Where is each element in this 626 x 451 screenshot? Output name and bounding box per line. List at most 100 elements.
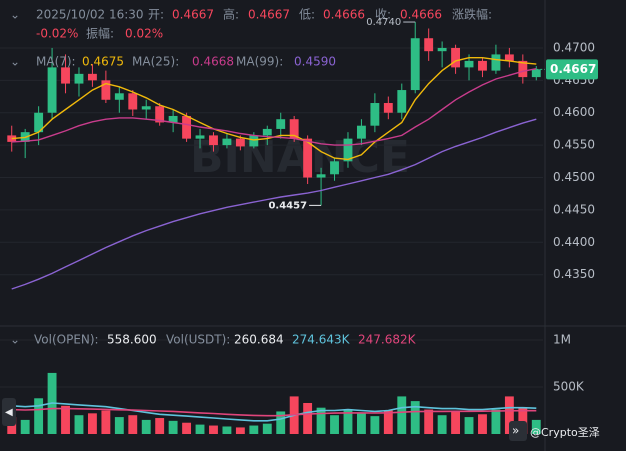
close-label: 收:: [375, 8, 391, 22]
candle-body: [356, 125, 366, 139]
candle-body: [410, 38, 420, 91]
candle-body: [491, 54, 501, 71]
candle-body: [182, 115, 192, 139]
vol-usdt-value: 260.684: [234, 333, 284, 347]
candle-body: [47, 67, 57, 113]
volume-bar: [20, 419, 30, 434]
candle-body: [155, 106, 165, 123]
candle-body: [343, 138, 353, 162]
volume-bar: [195, 424, 205, 434]
candle-body: [61, 67, 70, 84]
volume-bar: [61, 405, 70, 434]
legend-name: MA(7):: [36, 55, 76, 69]
volume-bar: [209, 425, 218, 434]
candle-body: [303, 138, 313, 178]
y-tick-label: 1M: [553, 333, 571, 347]
volume-bar: [316, 407, 326, 434]
legend-value: 274.643K: [292, 333, 351, 347]
volume-bar: [383, 410, 393, 434]
candle-body: [531, 69, 541, 78]
volume-bar: [249, 425, 259, 434]
volume-bar: [330, 415, 339, 434]
scroll-right-icon[interactable]: »: [512, 424, 519, 438]
low-label: 0.4457: [268, 200, 307, 211]
y-tick-label: 0.4450: [553, 202, 595, 216]
low-value: 0.4666: [323, 8, 365, 22]
volume-bar: [464, 417, 474, 434]
volume-bar: [262, 423, 272, 434]
volume-bar: [155, 418, 165, 434]
volume-bar: [235, 427, 245, 434]
ma-line: [11, 68, 537, 146]
volume-bar: [491, 409, 501, 434]
volume-ma-line: [11, 402, 537, 422]
volume-bar: [128, 415, 138, 434]
header: ⌄ 2025/10/02 16:30 开: 0.4667 高: 0.4667 低…: [10, 7, 492, 347]
volume-bar: [424, 409, 434, 434]
candle-body: [114, 93, 124, 100]
volume-bar: [101, 410, 111, 434]
legend-value: 0.4668: [192, 55, 234, 69]
volume-bar: [518, 407, 528, 434]
y-tick-label: 0.4600: [553, 105, 595, 119]
y-tick-label: 0.4500: [553, 170, 595, 184]
volume-bar: [74, 415, 84, 434]
low-label: 低:: [299, 8, 315, 22]
candle-body: [504, 54, 514, 61]
collapse-icon[interactable]: ⌄: [10, 8, 20, 22]
candle-body: [330, 161, 339, 175]
candle-body: [128, 93, 138, 110]
high-value: 0.4667: [248, 8, 290, 22]
scroll-left-icon[interactable]: ◀: [5, 407, 13, 418]
legend-name: MA(99):: [236, 55, 283, 69]
candle-body: [316, 174, 326, 178]
scroll-left-button[interactable]: [2, 398, 16, 426]
candle-body: [249, 135, 259, 147]
legend-value: 0.4590: [294, 55, 336, 69]
candle-body: [235, 138, 245, 147]
y-tick-label: 500K: [553, 380, 585, 394]
volume-bar: [276, 411, 286, 434]
candle-body: [74, 73, 84, 84]
credit: @Crypto圣泽: [530, 426, 600, 439]
candle-body: [370, 103, 380, 126]
candle-body: [101, 80, 111, 100]
last-price-tag: [546, 59, 598, 80]
volume-bar: [182, 422, 192, 434]
candle-body: [437, 47, 447, 52]
candle-body: [383, 103, 393, 113]
y-tick-label: 0.4700: [553, 40, 595, 54]
candle-body: [195, 135, 205, 139]
volume-bar: [34, 398, 44, 434]
volume-bar: [437, 415, 447, 434]
legend-name: MA(25):: [132, 55, 179, 69]
candle-body: [276, 119, 286, 129]
volume-bar: [410, 401, 420, 434]
collapse-icon[interactable]: ⌄: [10, 333, 20, 347]
candle-body: [222, 138, 232, 146]
y-tick-label: 0.4550: [553, 138, 595, 152]
vol-usdt-name: Vol(USDT):: [166, 333, 230, 347]
volume-bar: [356, 413, 366, 434]
collapse-icon[interactable]: ⌄: [10, 55, 20, 69]
volume-ma-line: [11, 407, 537, 417]
open-value: 0.4667: [172, 8, 214, 22]
volume-bar: [141, 419, 151, 434]
change-label: 涨跌幅:: [452, 7, 492, 22]
legend-value: 247.682K: [358, 333, 417, 347]
candle-body: [262, 128, 272, 136]
candle-body: [34, 112, 44, 133]
candle-body: [478, 60, 487, 71]
legend-value: 0.4675: [82, 55, 124, 69]
high-label: 0.4740: [366, 17, 401, 28]
vol-open-value: 558.600: [107, 333, 157, 347]
candle-body: [424, 38, 434, 52]
scroll-right-button[interactable]: [509, 421, 527, 441]
volume-bar: [397, 396, 407, 434]
volume-bar: [114, 417, 124, 434]
high-label: 高:: [223, 7, 239, 22]
candle-body: [464, 60, 474, 68]
volume-bar: [222, 426, 232, 434]
